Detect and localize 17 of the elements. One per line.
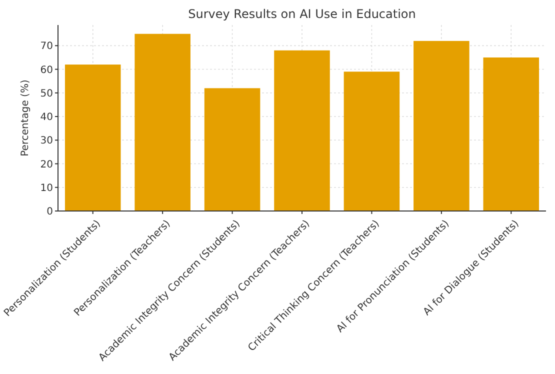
y-tick-label: 20 — [40, 159, 53, 170]
bar — [64, 64, 121, 211]
bar — [204, 88, 260, 211]
y-tick-label: 60 — [40, 64, 53, 76]
y-axis-title: Percentage (%) — [20, 80, 31, 156]
bar — [344, 72, 400, 211]
y-tick-label: 70 — [40, 41, 53, 52]
chart-title: Survey Results on AI Use in Education — [188, 7, 416, 21]
bar — [274, 50, 330, 211]
y-tick-label: 40 — [40, 112, 53, 124]
y-tick-label: 30 — [40, 136, 53, 147]
y-tick-label: 50 — [40, 88, 53, 100]
bar — [414, 40, 470, 211]
bar — [134, 34, 190, 211]
bar — [483, 57, 540, 211]
y-tick-label: 10 — [40, 182, 53, 194]
y-tick-label: 0 — [46, 206, 53, 218]
